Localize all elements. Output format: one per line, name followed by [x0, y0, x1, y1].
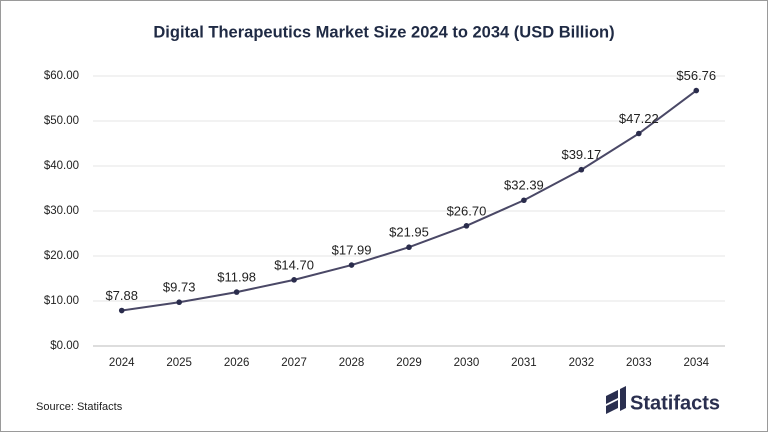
x-tick-label: 2025: [166, 357, 192, 369]
value-label: $21.95: [389, 225, 429, 240]
point: [636, 130, 642, 137]
y-tick-label: $30.00: [44, 205, 79, 217]
value-label: $11.98: [217, 270, 256, 285]
logo-icon: [606, 386, 626, 414]
x-tick-label: 2024: [109, 357, 135, 369]
y-tick-label: $0.00: [50, 340, 79, 352]
value-label: $17.99: [332, 242, 372, 257]
value-label: $14.70: [274, 257, 314, 272]
y-tick-label: $10.00: [44, 295, 79, 307]
point: [291, 277, 297, 283]
x-tick-label: 2028: [339, 357, 365, 369]
brand-name: Statifacts: [630, 392, 720, 414]
point: [233, 289, 240, 295]
value-label: $39.17: [561, 147, 601, 162]
value-label: $7.88: [105, 288, 138, 303]
y-tick-label: $60.00: [44, 70, 79, 82]
source: Source: Statifacts: [36, 401, 123, 413]
chart-title: Digital Therapeutics Market Size 2024 to…: [153, 23, 614, 41]
y-tick-label: $20.00: [44, 250, 79, 262]
x-tick-label: 2033: [626, 357, 652, 369]
value-label: $32.39: [504, 178, 544, 193]
x-tick-label: 2031: [511, 357, 537, 369]
point: [348, 262, 355, 268]
value-label: $9.73: [163, 280, 196, 295]
point: [578, 166, 585, 173]
point: [118, 307, 125, 314]
brand-logo: Statifacts: [606, 386, 720, 414]
value-label: $47.22: [619, 111, 659, 126]
point: [521, 197, 527, 204]
x-tick-label: 2026: [224, 357, 250, 369]
y-tick-label: $50.00: [44, 115, 79, 127]
x-tick-label: 2027: [281, 357, 307, 369]
value-label: $56.76: [676, 68, 716, 83]
x-tick-label: 2032: [569, 357, 595, 369]
x-tick-label: 2029: [396, 357, 422, 369]
point: [463, 223, 470, 229]
point: [406, 244, 412, 251]
point: [693, 87, 700, 94]
y-tick-label: $40.00: [44, 160, 79, 172]
x-tick-label: 2030: [454, 357, 480, 369]
x-tick-label: 2034: [683, 357, 709, 369]
value-label: $26.70: [447, 203, 487, 218]
point: [176, 299, 182, 306]
